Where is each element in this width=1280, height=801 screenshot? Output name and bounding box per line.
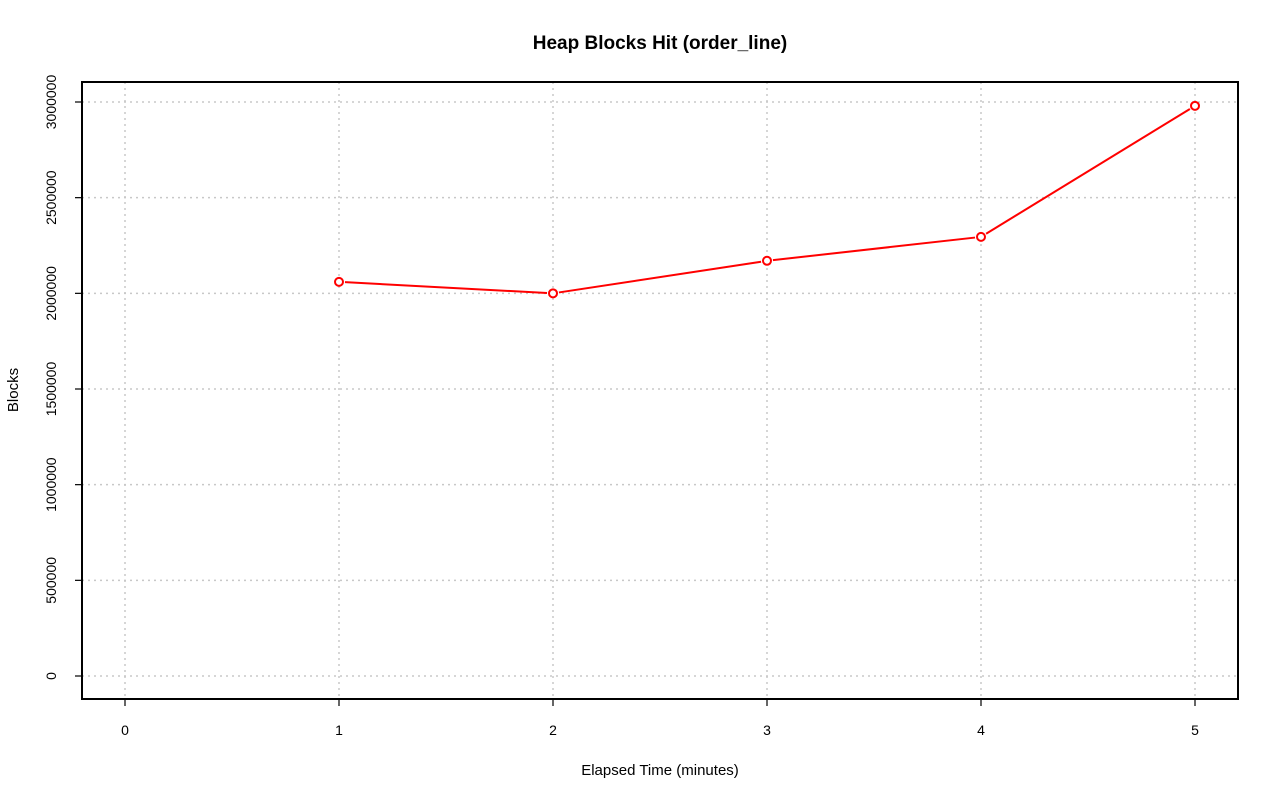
y-tick-label: 2000000 (43, 266, 59, 321)
x-tick-label: 0 (121, 722, 129, 738)
x-axis: 0 1 2 3 4 5 (121, 698, 1199, 738)
plot-frame (81, 81, 1239, 700)
x-tick-label: 3 (763, 722, 771, 738)
y-axis-label: Blocks (5, 368, 22, 412)
series (334, 100, 1200, 299)
y-tick-label: 3000000 (43, 75, 59, 130)
y-axis: 0 500000 1000000 1500000 2000000 2500000 30000… (43, 75, 83, 680)
y-tick-label: 500000 (43, 557, 59, 604)
x-tick-label: 1 (335, 722, 343, 738)
y-tick-label: 1000000 (43, 457, 59, 512)
grid (82, 82, 1238, 699)
x-tick-label: 4 (977, 722, 985, 738)
data-point (548, 288, 558, 299)
series-line-segment (985, 108, 1191, 235)
y-tick-label: 2500000 (43, 170, 59, 225)
data-point (976, 231, 986, 242)
x-axis-label: Elapsed Time (minutes) (581, 762, 739, 779)
series-line-segment (558, 260, 762, 294)
data-point (334, 276, 344, 287)
series-line-segment (344, 281, 548, 295)
x-tick-label: 2 (549, 722, 557, 738)
series-line-segment (772, 236, 976, 262)
y-tick-label: 0 (43, 672, 59, 680)
data-point (1190, 100, 1200, 111)
x-tick-label: 5 (1191, 722, 1199, 738)
chart-title: Heap Blocks Hit (order_line) (533, 33, 787, 54)
y-tick-label: 1500000 (43, 362, 59, 417)
data-point (762, 255, 772, 266)
